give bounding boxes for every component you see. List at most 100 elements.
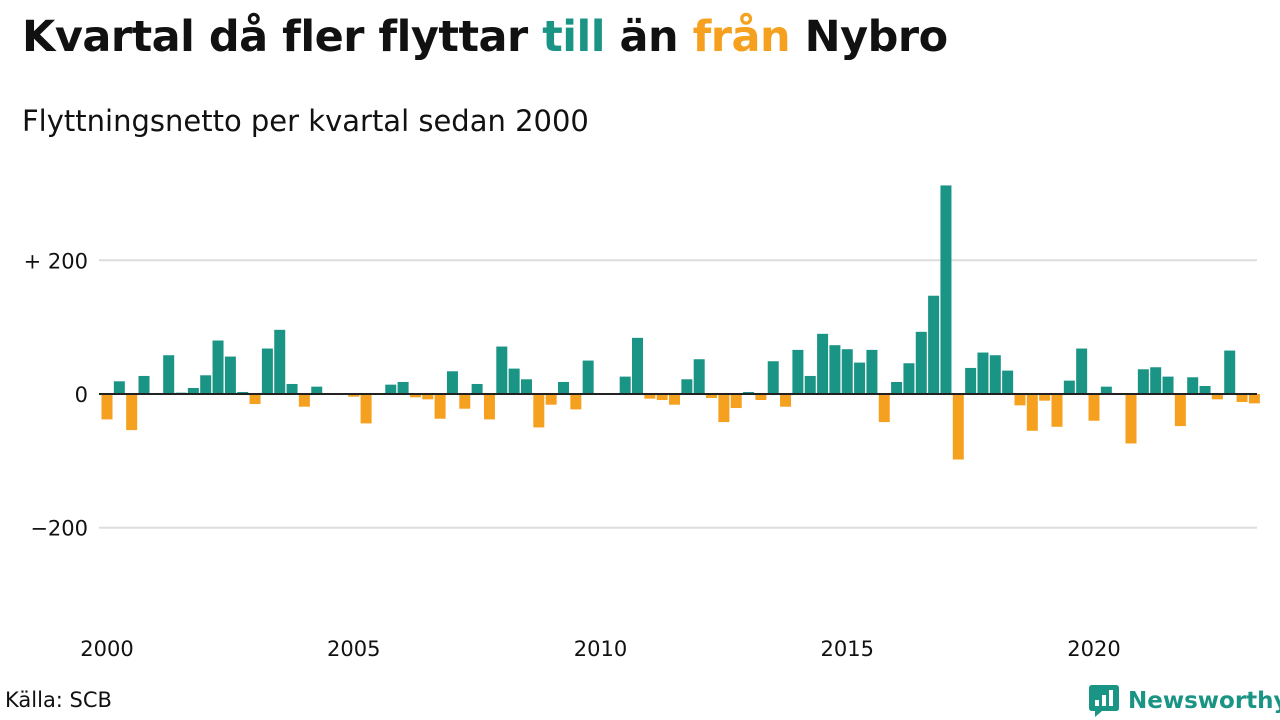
bar: [1236, 394, 1248, 403]
bar: [1199, 385, 1211, 394]
bar: [1248, 394, 1260, 404]
bar: [854, 362, 866, 394]
bar: [780, 394, 792, 407]
bar: [113, 381, 125, 394]
bar: [508, 368, 520, 394]
x-tick-label: 2020: [1067, 637, 1120, 661]
bar: [619, 376, 631, 394]
bar: [471, 383, 483, 394]
x-axis-ticks: 2000 2005 2010 2015 2020: [80, 637, 1120, 661]
bar: [138, 375, 150, 394]
bar: [1063, 380, 1075, 394]
bar: [212, 340, 224, 394]
source-note: Källa: SCB: [5, 688, 112, 712]
bar: [792, 349, 804, 394]
bar: [915, 331, 927, 394]
bar: [434, 394, 446, 419]
chart-title: Kvartal då fler flyttar till än från Nyb…: [22, 12, 948, 62]
bar: [360, 394, 372, 424]
gridlines: [99, 259, 1257, 529]
title-highlight-out: från: [692, 12, 791, 62]
title-part-1: Kvartal då fler flyttar: [22, 12, 528, 62]
bar: [743, 391, 755, 394]
bar: [804, 375, 816, 394]
bar: [755, 394, 767, 401]
bar: [1137, 369, 1149, 394]
bar: [348, 394, 360, 397]
bar: [446, 371, 458, 394]
bar: [878, 394, 890, 423]
bar: [520, 379, 532, 394]
bar: [977, 352, 989, 394]
bar: [385, 384, 397, 394]
bar: [1076, 348, 1088, 394]
x-tick-label: 2000: [80, 637, 133, 661]
bar: [965, 367, 977, 394]
x-tick-label: 2015: [821, 637, 874, 661]
bar: [1026, 394, 1038, 431]
bar: [1014, 394, 1026, 406]
title-highlight-in: till: [542, 12, 605, 62]
bar: [409, 394, 421, 398]
bar: [397, 381, 409, 394]
bar-chart: + 200 0 −200 2000 2005 2010 2015 2020: [24, 185, 1260, 661]
y-tick-label: 0: [75, 383, 88, 407]
bar: [496, 346, 508, 394]
bar: [730, 394, 742, 409]
x-tick-label: 2010: [574, 637, 627, 661]
bar: [422, 394, 434, 400]
bar: [767, 361, 779, 394]
y-tick-label: + 200: [24, 249, 88, 273]
chart-subtitle: Flyttningsnetto per kvartal sedan 2000: [22, 104, 589, 138]
bar: [817, 333, 829, 394]
bar: [656, 394, 668, 401]
bar: [1039, 394, 1051, 401]
bar: [459, 394, 471, 409]
bar: [903, 363, 915, 394]
bar: [891, 381, 903, 394]
bar: [866, 349, 878, 394]
bar: [570, 394, 582, 410]
bar: [1002, 370, 1014, 394]
bar: [644, 394, 656, 399]
bar: [237, 391, 249, 394]
bar: [940, 185, 952, 394]
bar: [249, 394, 261, 405]
bar: [545, 394, 557, 405]
y-tick-label: −200: [30, 517, 88, 541]
bar: [261, 348, 273, 394]
bar: [1211, 394, 1223, 400]
bar: [632, 337, 644, 394]
bar: [533, 394, 545, 428]
newsworthy-logo-icon: [1089, 685, 1119, 717]
bar: [274, 329, 286, 394]
bar: [163, 355, 175, 394]
brand-logo: Newsworthy: [1088, 683, 1280, 719]
title-part-2: än: [619, 12, 679, 62]
title-part-3: Nybro: [804, 12, 949, 62]
bar: [706, 394, 718, 399]
bar: [1187, 377, 1199, 394]
bar: [187, 387, 199, 394]
brand-name: Newsworthy: [1128, 688, 1280, 714]
bar: [928, 295, 940, 394]
bar: [224, 356, 236, 394]
bar: [1162, 376, 1174, 394]
bar: [582, 360, 594, 394]
bar: [1051, 394, 1063, 427]
bar: [669, 394, 681, 405]
bar: [718, 394, 730, 423]
y-axis-ticks: + 200 0 −200: [24, 249, 88, 540]
bar: [298, 394, 310, 407]
bar: [1174, 394, 1186, 427]
bar: [841, 349, 853, 394]
bar: [1150, 367, 1162, 394]
bar: [829, 345, 841, 394]
bar: [311, 386, 323, 394]
bar: [557, 381, 569, 394]
bar: [952, 394, 964, 460]
bar: [989, 355, 1001, 394]
bar: [126, 394, 138, 431]
bar: [693, 359, 705, 394]
bar: [286, 383, 298, 394]
